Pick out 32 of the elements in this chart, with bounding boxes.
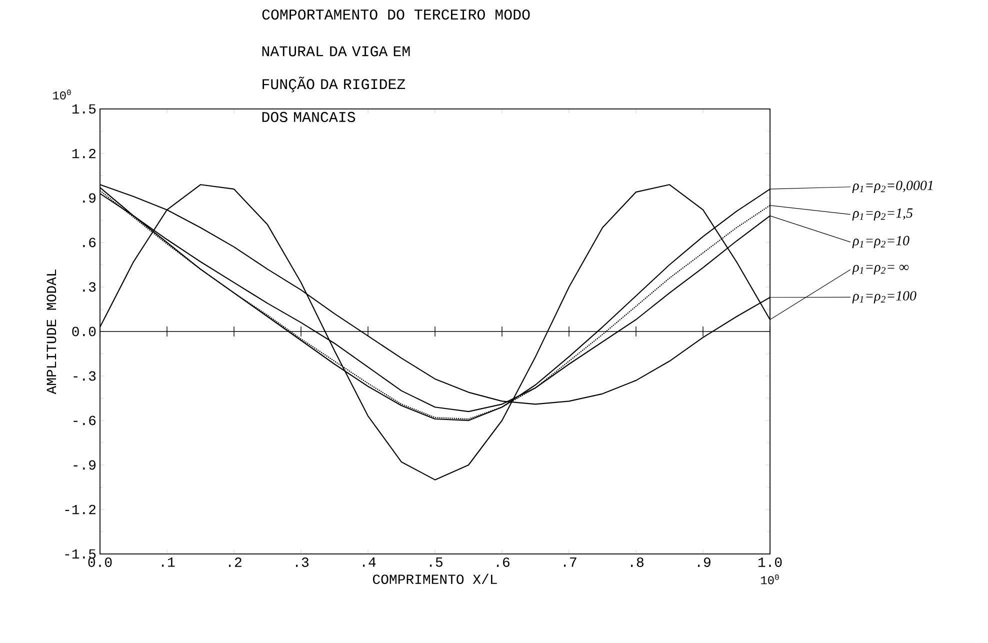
y-tick-label: -.3 bbox=[74, 371, 96, 381]
x-tick-label: .4 bbox=[363, 558, 376, 567]
y-tick-label: 1.2 bbox=[72, 148, 96, 158]
x-tick-label: .1 bbox=[162, 558, 175, 567]
x-tick-label: .8 bbox=[631, 558, 644, 567]
text: 10$^{0}$ bbox=[53, 90, 71, 100]
x-tick-label: .7 bbox=[564, 558, 576, 567]
text: ρ$_{1}$=ρ$_{2}$= ∞ bbox=[852, 264, 909, 274]
x-tick-label: 1.0 bbox=[758, 558, 782, 567]
y-tick-label: 0.0 bbox=[72, 326, 96, 336]
text: ρ$_{1}$=ρ$_{2}$=100 bbox=[852, 291, 916, 304]
x-tick-label: .2 bbox=[229, 558, 242, 567]
text: 10$^{0}$ bbox=[761, 574, 779, 584]
x-tick-label: .5 bbox=[430, 558, 442, 567]
y-tick-label: -.9 bbox=[74, 460, 96, 470]
text: ρ$_{1}$=ρ$_{2}$=1,5 bbox=[852, 208, 913, 221]
y-tick-label: -1.2 bbox=[65, 504, 96, 514]
y-tick-label: -.6 bbox=[74, 416, 96, 426]
text: ρ$_{1}$=ρ$_{2}$=0,0001 bbox=[852, 180, 932, 193]
y-tick-label: -1.5 bbox=[65, 549, 96, 559]
x-tick-label: .9 bbox=[698, 558, 710, 567]
chart-title: COMPORTAMENTO DO TERCEIRO MODO bbox=[262, 10, 530, 20]
y-tick-label: .9 bbox=[83, 193, 96, 203]
x-axis-title: COMPRIMENTO X/L bbox=[373, 574, 497, 584]
y-axis-title: AMPLITUDE MODAL bbox=[46, 270, 56, 394]
y-tick-label: .3 bbox=[83, 282, 96, 292]
text: NATURAL DA VIGA EM FUNÇÃO DA RIGIDEZ DOS MANCAIS bbox=[262, 46, 410, 122]
text: ρ$_{1}$=ρ$_{2}$=10 bbox=[852, 236, 910, 248]
x-tick-label: .6 bbox=[497, 558, 510, 567]
y-tick-label: 1.5 bbox=[72, 104, 96, 114]
x-tick-label: .3 bbox=[296, 558, 308, 567]
y-tick-label: .6 bbox=[83, 238, 96, 248]
